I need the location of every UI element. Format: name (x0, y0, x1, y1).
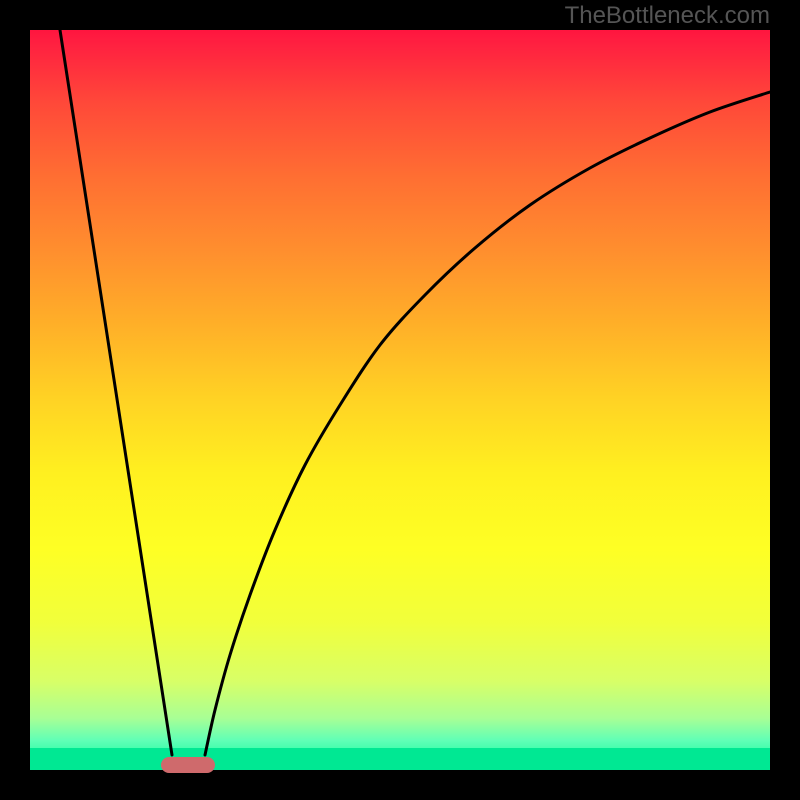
frame-right (770, 0, 800, 800)
watermark-text: TheBottleneck.com (565, 2, 770, 30)
gradient-background (30, 30, 770, 770)
chart-container: TheBottleneck.com (0, 0, 800, 800)
frame-bottom (0, 770, 800, 800)
frame-left (0, 0, 30, 800)
